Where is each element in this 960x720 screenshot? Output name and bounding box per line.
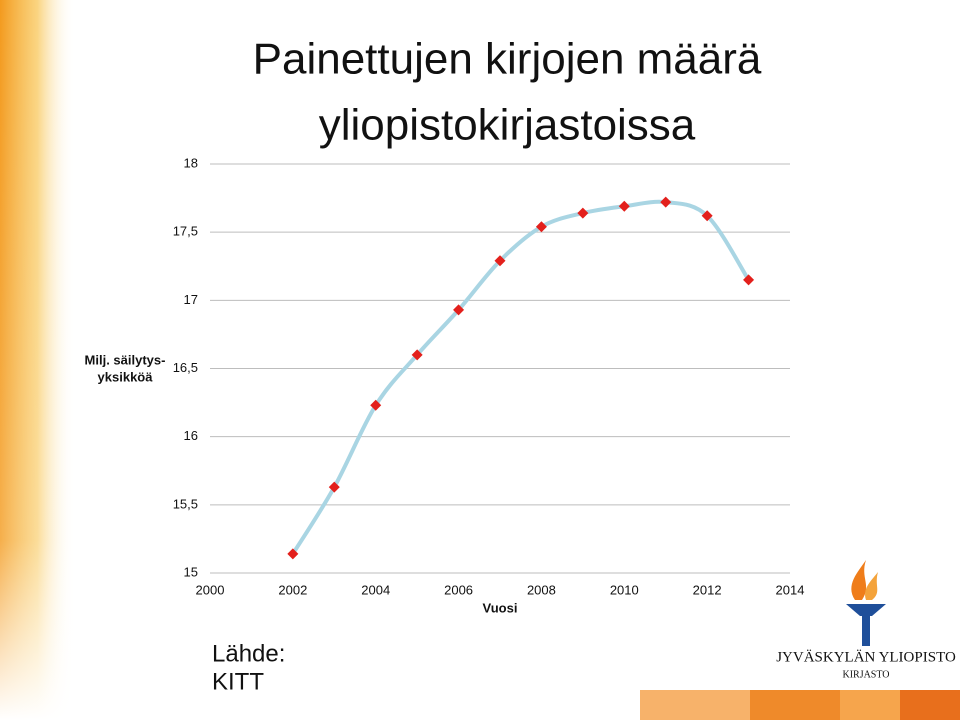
title: Painettujen kirjojen määrä bbox=[253, 35, 762, 84]
data-point bbox=[453, 304, 465, 316]
source: Lähde: bbox=[212, 640, 285, 667]
y-tick-label: 15 bbox=[184, 564, 198, 579]
logo-unit: KIRJASTO bbox=[842, 669, 889, 680]
logo-name: JYVÄSKYLÄN YLIOPISTO bbox=[776, 648, 956, 665]
bottom-bars bbox=[640, 690, 960, 720]
x-tick-label: 2000 bbox=[196, 582, 225, 597]
source: KITT bbox=[212, 668, 264, 695]
data-line bbox=[290, 199, 751, 556]
y-tick-label: 15,5 bbox=[173, 496, 198, 511]
y-axis-label: Milj. säilytys- bbox=[85, 352, 166, 367]
data-point bbox=[535, 221, 547, 233]
y-axis-label: yksikköä bbox=[98, 369, 154, 384]
y-tick-label: 17,5 bbox=[173, 224, 198, 239]
data-point bbox=[701, 210, 713, 222]
y-tick-label: 16,5 bbox=[173, 360, 198, 375]
decoration bbox=[0, 0, 75, 720]
data-point bbox=[287, 548, 299, 560]
x-tick-label: 2012 bbox=[693, 582, 722, 597]
x-tick-label: 2010 bbox=[610, 582, 639, 597]
data-point bbox=[411, 349, 423, 361]
x-axis-label: Vuosi bbox=[483, 600, 518, 615]
data-point bbox=[618, 200, 630, 212]
x-tick-label: 2004 bbox=[361, 582, 390, 597]
y-tick-label: 18 bbox=[184, 155, 198, 170]
data-point bbox=[577, 207, 589, 219]
x-tick-label: 2002 bbox=[278, 582, 307, 597]
x-tick-label: 2014 bbox=[776, 582, 805, 597]
data-point bbox=[494, 255, 506, 267]
data-point bbox=[370, 399, 382, 411]
x-tick-label: 2006 bbox=[444, 582, 473, 597]
y-tick-label: 16 bbox=[184, 428, 198, 443]
data-point bbox=[743, 274, 755, 286]
x-tick-label: 2008 bbox=[527, 582, 556, 597]
logo-torch bbox=[846, 560, 886, 646]
data-point bbox=[660, 196, 672, 208]
title: yliopistokirjastoissa bbox=[319, 101, 696, 150]
data-point bbox=[328, 481, 340, 493]
y-tick-label: 17 bbox=[184, 292, 198, 307]
